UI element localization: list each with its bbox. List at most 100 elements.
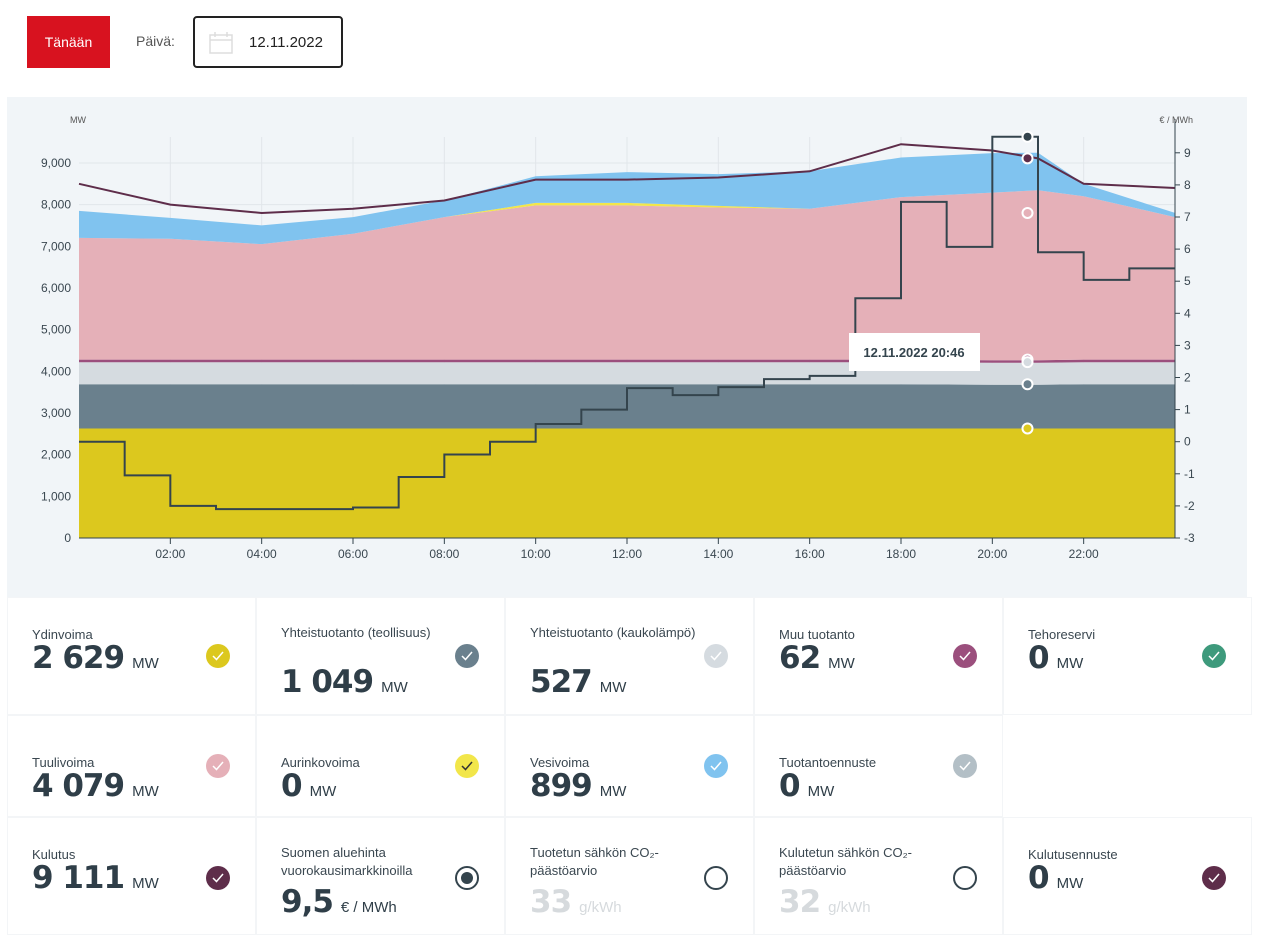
y-left-tick-label: 1,000 xyxy=(41,489,71,503)
x-tick-label: 06:00 xyxy=(338,547,368,561)
check-icon[interactable] xyxy=(206,644,230,668)
card-11[interactable]: Suomen aluehinta vuorokausimarkkinoilla … xyxy=(257,818,504,934)
toolbar: Tänään Päivä: 12.11.2022 xyxy=(0,0,1264,97)
card-label: Tehoreservi xyxy=(1028,627,1096,642)
check-icon[interactable] xyxy=(953,644,977,668)
hover-marker xyxy=(1021,152,1034,165)
date-picker[interactable]: 12.11.2022 xyxy=(193,16,343,68)
card-value: 0 MW xyxy=(1028,860,1084,896)
card-unit: MW xyxy=(309,783,337,800)
x-tick-label: 02:00 xyxy=(155,547,185,561)
radio-icon[interactable] xyxy=(704,866,728,890)
x-tick-label: 12:00 xyxy=(612,547,642,561)
card-value: 0 MW xyxy=(1028,640,1084,676)
card-5[interactable]: Tuulivoima 4 079 MW xyxy=(8,716,255,816)
card-value: 32 g/kWh xyxy=(779,884,871,920)
card-empty xyxy=(1004,716,1251,816)
today-button[interactable]: Tänään xyxy=(27,16,110,68)
y-left-tick-label: 7,000 xyxy=(41,239,71,253)
price-line xyxy=(79,135,1175,511)
card-13[interactable]: Kulutetun sähkön CO₂-päästöarvio 32 g/kWh xyxy=(755,818,1002,934)
x-tick-label: 10:00 xyxy=(521,547,551,561)
card-4[interactable]: Tehoreservi 0 MW xyxy=(1004,598,1251,714)
check-icon[interactable] xyxy=(455,644,479,668)
check-icon[interactable] xyxy=(455,754,479,778)
card-value: 1 049 MW xyxy=(281,664,408,700)
hover-marker xyxy=(1021,422,1034,435)
check-icon[interactable] xyxy=(1202,644,1226,668)
area-vesivoima xyxy=(79,152,1175,245)
date-value: 12.11.2022 xyxy=(249,34,323,51)
check-icon[interactable] xyxy=(953,754,977,778)
card-10[interactable]: Kulutus 9 111 MW xyxy=(8,818,255,934)
card-0[interactable]: Ydinvoima 2 629 MW xyxy=(8,598,255,714)
card-value: 9 111 MW xyxy=(32,860,159,896)
y-left-tick-label: 2,000 xyxy=(41,448,71,462)
card-12[interactable]: Tuotetun sähkön CO₂-päästöarvio 33 g/kWh xyxy=(506,818,753,934)
card-label: Ydinvoima xyxy=(32,627,93,642)
check-icon[interactable] xyxy=(1202,866,1226,890)
card-7[interactable]: Vesivoima 899 MW xyxy=(506,716,753,816)
y-left-tick-label: 6,000 xyxy=(41,281,71,295)
y-right-tick-label: 7 xyxy=(1184,210,1191,224)
y-right-tick-label: -3 xyxy=(1184,531,1195,545)
y-left-tick-label: 4,000 xyxy=(41,364,71,378)
check-icon[interactable] xyxy=(206,866,230,890)
hover-marker xyxy=(1021,356,1034,369)
card-unit: MW xyxy=(132,655,159,672)
card-1[interactable]: Yhteistuotanto (teollisuus) 1 049 MW xyxy=(257,598,504,714)
card-unit: MW xyxy=(599,783,627,800)
card-value: 0 MW xyxy=(281,768,337,804)
card-unit: MW xyxy=(132,783,159,800)
card-unit: MW xyxy=(381,679,408,696)
card-value: 62 MW xyxy=(779,640,855,676)
card-value: 9,5 € / MWh xyxy=(281,884,397,920)
card-value: 4 079 MW xyxy=(32,768,159,804)
check-icon[interactable] xyxy=(704,754,728,778)
card-unit: MW xyxy=(1056,655,1084,672)
hover-marker xyxy=(1021,378,1034,391)
card-value: 527 MW xyxy=(530,664,627,700)
hover-marker xyxy=(1021,206,1034,219)
y-right-tick-label: 3 xyxy=(1184,338,1191,352)
card-value: 899 MW xyxy=(530,768,627,804)
y-left-tick-label: 3,000 xyxy=(41,406,71,420)
card-label: Tuulivoima xyxy=(32,755,95,770)
card-value: 0 MW xyxy=(779,768,835,804)
area-tuulivoima xyxy=(79,190,1175,361)
x-tick-label: 16:00 xyxy=(795,547,825,561)
card-unit: € / MWh xyxy=(340,899,397,916)
left-axis-label: MW xyxy=(70,115,86,125)
card-6[interactable]: Aurinkovoima 0 MW xyxy=(257,716,504,816)
area-yhteistuotanto-kaukolämpö- xyxy=(79,362,1175,385)
card-3[interactable]: Muu tuotanto 62 MW xyxy=(755,598,1002,714)
check-icon[interactable] xyxy=(206,754,230,778)
card-label: Vesivoima xyxy=(530,755,590,770)
card-unit: MW xyxy=(828,655,855,672)
card-14[interactable]: Kulutusennuste 0 MW xyxy=(1004,818,1251,934)
y-right-tick-label: -2 xyxy=(1184,499,1195,513)
y-right-tick-label: 5 xyxy=(1184,274,1191,288)
card-unit: MW xyxy=(132,875,159,892)
card-8[interactable]: Tuotantoennuste 0 MW xyxy=(755,716,1002,816)
check-icon[interactable] xyxy=(704,644,728,668)
x-tick-label: 08:00 xyxy=(429,547,459,561)
radio-selected-icon[interactable] xyxy=(455,866,479,890)
y-right-tick-label: 6 xyxy=(1184,242,1191,256)
tooltip-text: 12.11.2022 20:46 xyxy=(863,345,964,360)
y-right-tick-label: -1 xyxy=(1184,467,1195,481)
card-unit: g/kWh xyxy=(828,899,871,916)
y-right-tick-label: 1 xyxy=(1184,403,1191,417)
card-label: Kulutetun sähkön CO₂-päästöarvio xyxy=(779,845,912,878)
y-left-tick-label: 9,000 xyxy=(41,156,71,170)
card-unit: MW xyxy=(807,783,835,800)
y-right-tick-label: 9 xyxy=(1184,146,1191,160)
production-chart[interactable]: 02:00 04:00 06:00 08:00 10:00 12:00 14:00 16:00… xyxy=(7,97,1247,597)
y-right-tick-label: 2 xyxy=(1184,371,1191,385)
radio-icon[interactable] xyxy=(953,866,977,890)
chart-svg[interactable]: 02:00 04:00 06:00 08:00 10:00 12:00 14:00 16:00… xyxy=(7,97,1247,597)
card-label: Yhteistuotanto (kaukolämpö) xyxy=(530,625,696,640)
card-label: Kulutusennuste xyxy=(1028,847,1118,862)
y-right-tick-label: 0 xyxy=(1184,435,1191,449)
card-2[interactable]: Yhteistuotanto (kaukolämpö) 527 MW xyxy=(506,598,753,714)
